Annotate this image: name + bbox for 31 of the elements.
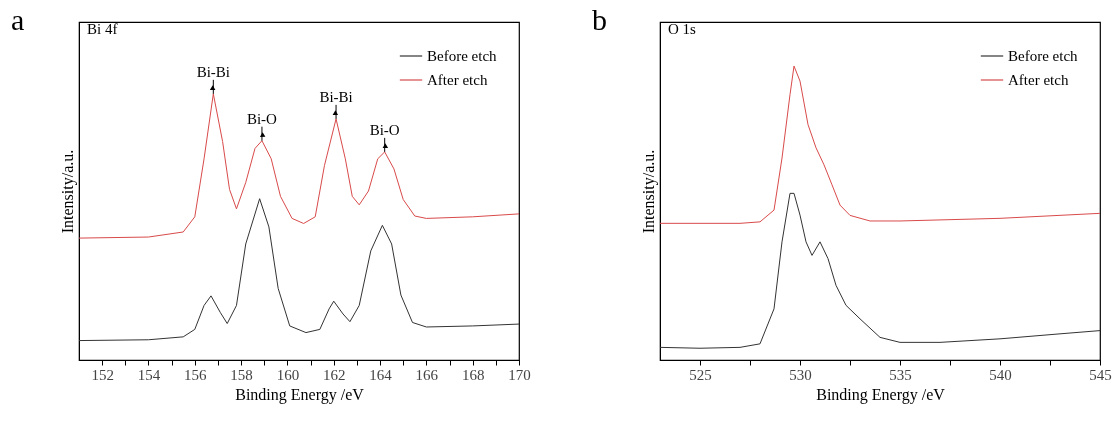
text: O 1s <box>668 21 697 37</box>
legend-label: Before etch <box>427 48 498 64</box>
x-tick-label: 156 <box>184 366 208 383</box>
x-tick-label: 162 <box>322 366 346 383</box>
x-axis-title: Binding Energy /eV <box>235 385 365 404</box>
y-axis-title: Intensity/a.u. <box>639 149 658 234</box>
x-tick-label: 168 <box>461 366 485 383</box>
y-axis-title: Intensity/a.u. <box>58 149 77 234</box>
chart-title: b <box>592 3 607 36</box>
x-tick-label: 535 <box>889 366 912 383</box>
legend-label: After etch <box>427 72 488 88</box>
chart-title: a <box>11 3 25 36</box>
x-tick-label: 164 <box>369 366 393 383</box>
legend-label: After etch <box>1008 72 1069 88</box>
x-tick-label: 170 <box>508 366 531 383</box>
legend-label: Before etch <box>1008 48 1079 64</box>
annotation: Bi-O <box>369 121 400 138</box>
x-axis-title: Binding Energy /eV <box>816 385 946 404</box>
x-tick-label: 545 <box>1089 366 1112 383</box>
x-tick-label: 158 <box>230 366 253 383</box>
x-tick-label: 152 <box>91 366 114 383</box>
x-tick-label: 160 <box>276 366 300 383</box>
annotation: Bi-Bi <box>319 88 353 105</box>
annotation: Bi-O <box>246 110 278 127</box>
x-tick-label: 154 <box>137 366 161 383</box>
annotation: Bi-Bi <box>196 63 230 80</box>
x-tick-label: 525 <box>689 366 712 383</box>
x-tick-label: 530 <box>789 366 812 383</box>
x-tick-label: 540 <box>989 366 1012 383</box>
text: Bi 4f <box>87 21 118 37</box>
x-tick-label: 166 <box>415 366 439 383</box>
